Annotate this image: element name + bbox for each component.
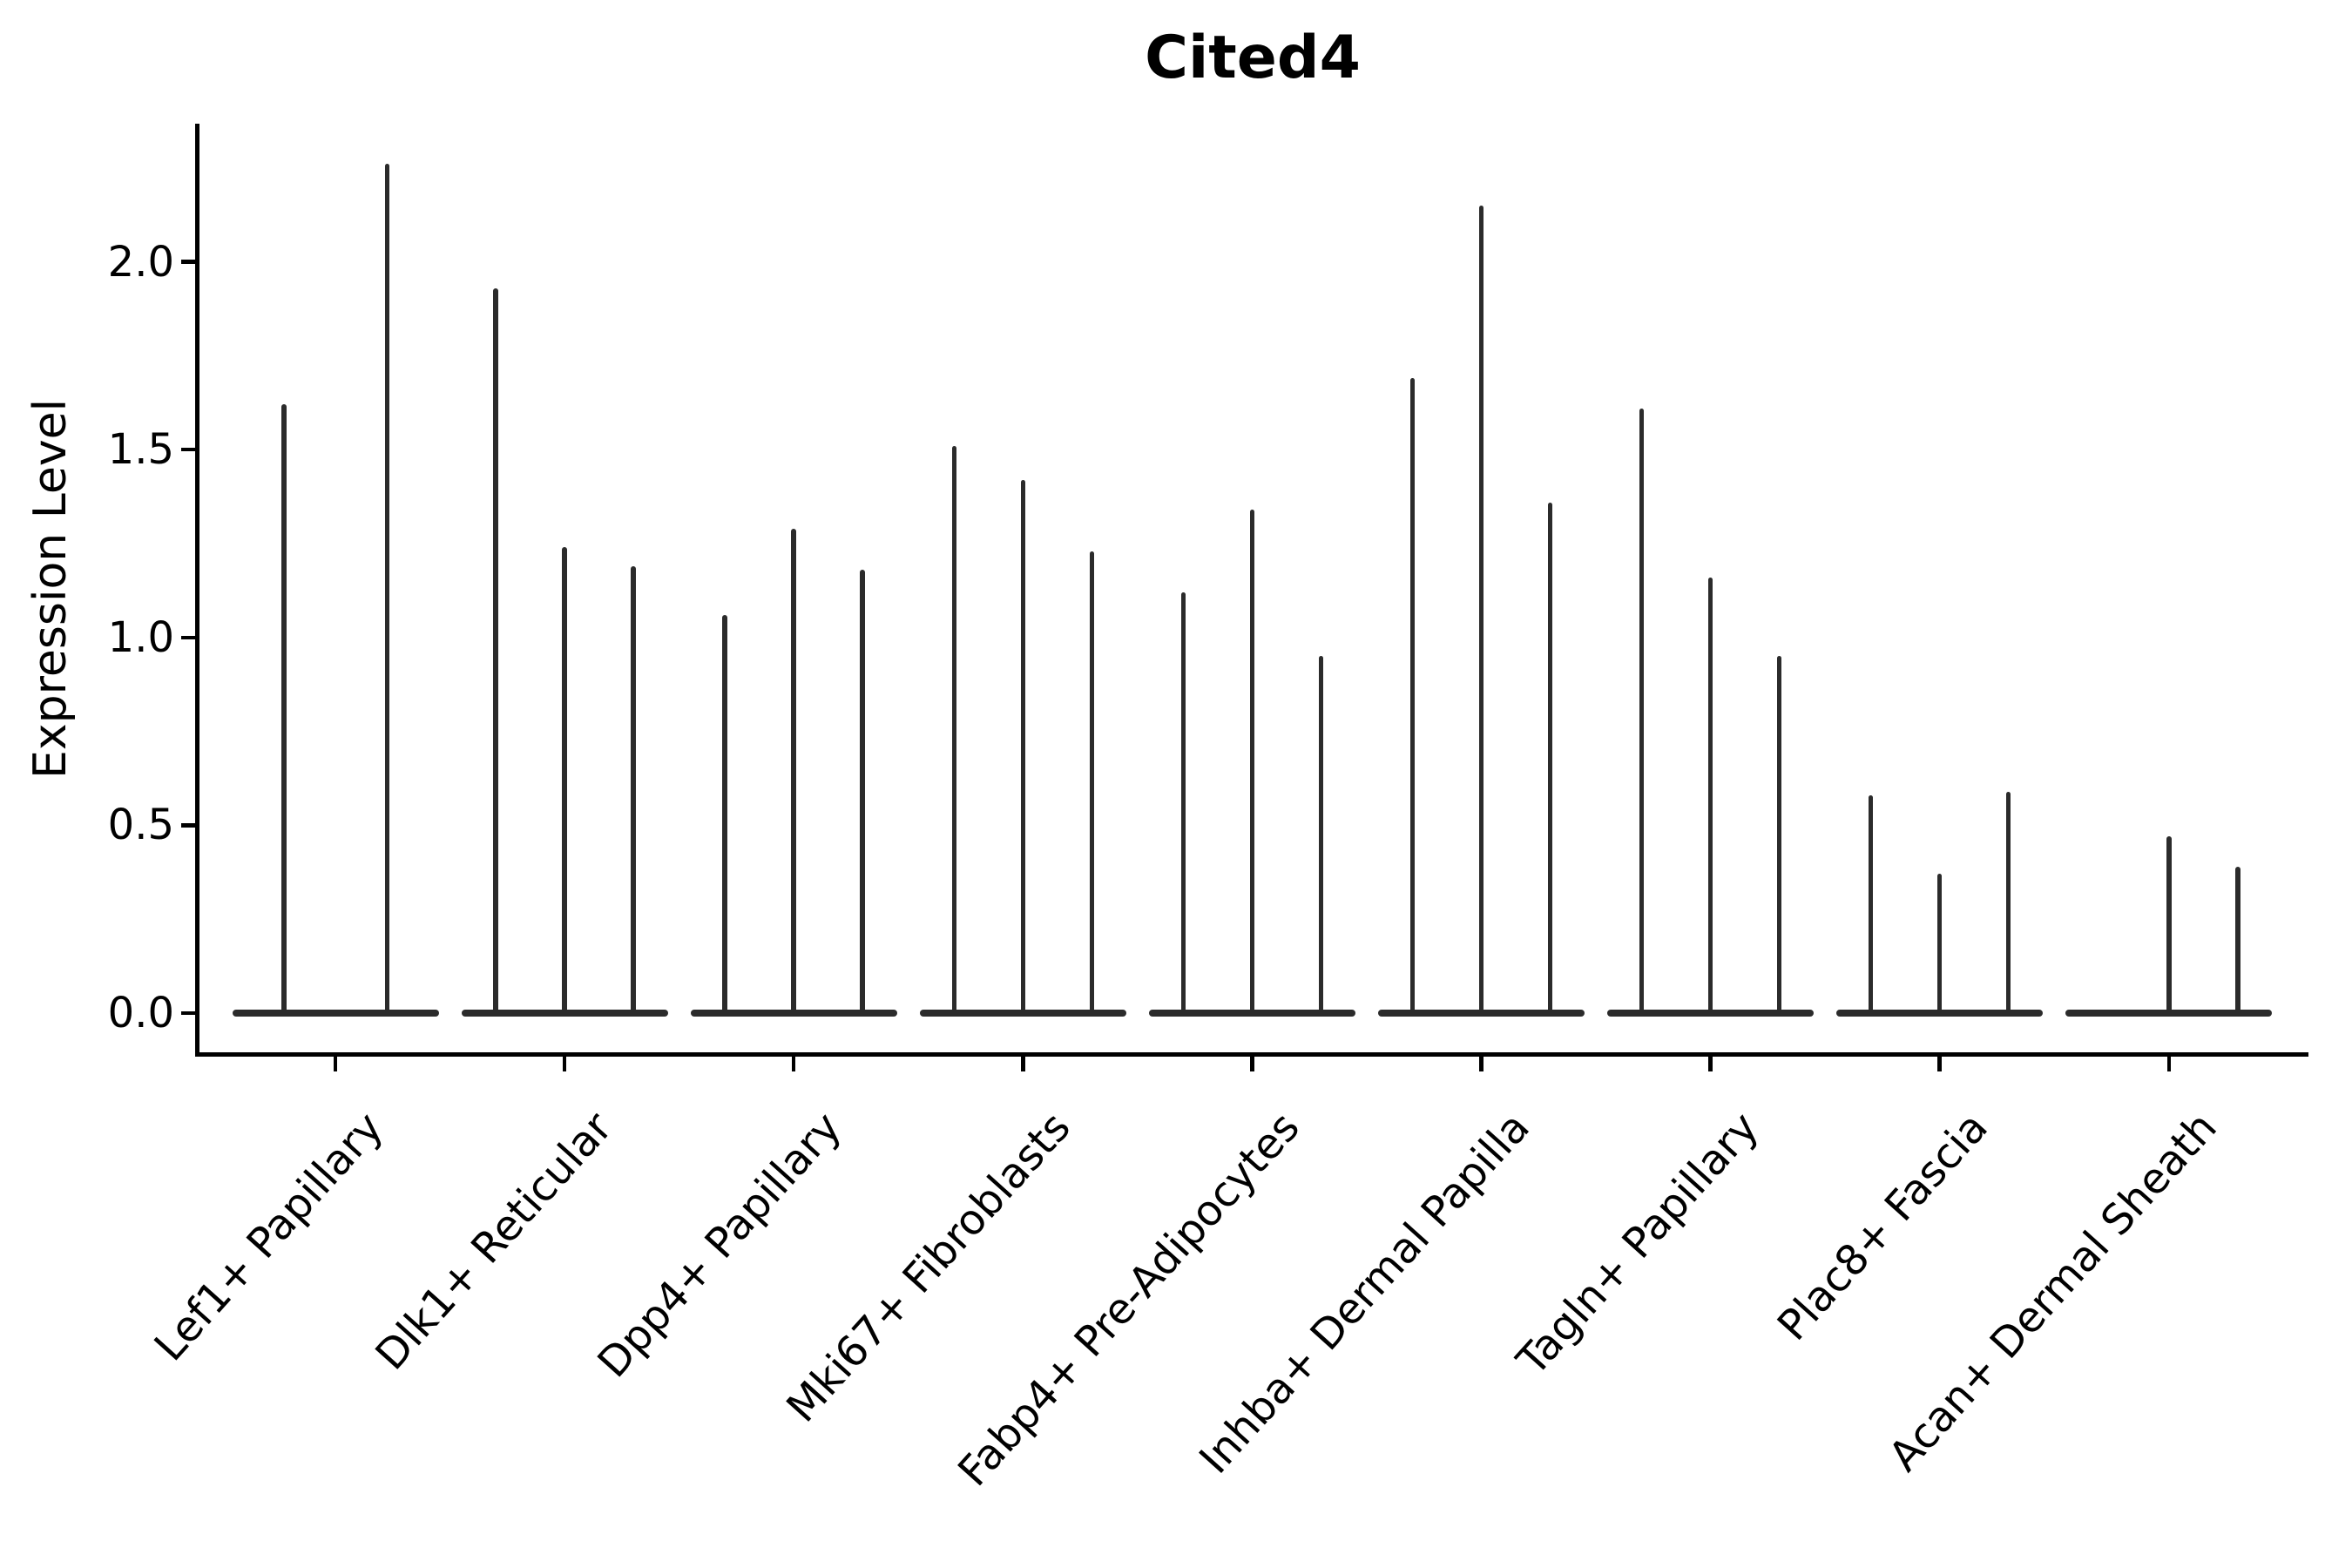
violin-spike — [722, 614, 727, 1017]
violin-spike — [1180, 592, 1186, 1017]
violin-spike — [562, 547, 567, 1017]
violin-spike — [2166, 836, 2172, 1017]
violin-spike — [493, 287, 498, 1017]
violin-spike — [791, 528, 796, 1017]
violin-spike — [860, 570, 865, 1017]
y-tick-label: 1.0 — [107, 612, 174, 662]
bottom-axis-spine — [194, 1051, 2308, 1057]
x-tick-mark — [333, 1056, 338, 1071]
x-tick-label: Lef1+ Papillary — [145, 1103, 393, 1371]
y-tick-mark — [181, 823, 197, 828]
y-tick-label: 0.5 — [107, 801, 174, 850]
x-tick-mark — [1708, 1056, 1713, 1071]
violin-base — [232, 1010, 439, 1017]
x-tick-mark — [1021, 1056, 1025, 1071]
violin-spike — [1478, 205, 1484, 1017]
violin-spike — [1089, 551, 1095, 1017]
x-tick-mark — [1250, 1056, 1254, 1071]
y-tick-mark — [181, 447, 197, 452]
plot-title: Cited4 — [1145, 24, 1361, 92]
violin-spike — [1020, 479, 1026, 1017]
y-tick-label: 1.5 — [107, 425, 174, 475]
violin-spike — [1639, 408, 1645, 1017]
violin-spike — [2235, 866, 2240, 1017]
y-tick-mark — [181, 260, 197, 264]
y-tick-mark — [181, 635, 197, 640]
violin-spike — [1249, 510, 1255, 1017]
y-axis-label: Expression Level — [24, 398, 77, 780]
x-tick-mark — [1479, 1056, 1484, 1071]
violin-spike — [1707, 577, 1713, 1017]
violin-spike — [951, 445, 957, 1017]
x-tick-mark — [1937, 1056, 1942, 1071]
violin-spike — [1936, 874, 1943, 1017]
y-tick-label: 2.0 — [107, 237, 174, 287]
violin-spike — [281, 404, 287, 1017]
y-tick-label: 0.0 — [107, 989, 174, 1037]
y-tick-mark — [181, 1010, 197, 1016]
violin-spike — [1868, 794, 1874, 1017]
violin-spike — [1318, 656, 1324, 1017]
x-tick-mark — [2166, 1056, 2172, 1071]
violin-spike — [1547, 502, 1553, 1017]
violin-spike — [1776, 656, 1782, 1017]
x-tick-mark — [562, 1056, 567, 1071]
x-tick-mark — [791, 1056, 796, 1071]
violin-spike — [1409, 378, 1416, 1017]
violin-spike — [384, 164, 389, 1017]
violin-spike — [2005, 791, 2011, 1017]
violin-spike — [631, 565, 636, 1017]
left-axis-spine — [194, 124, 199, 1057]
